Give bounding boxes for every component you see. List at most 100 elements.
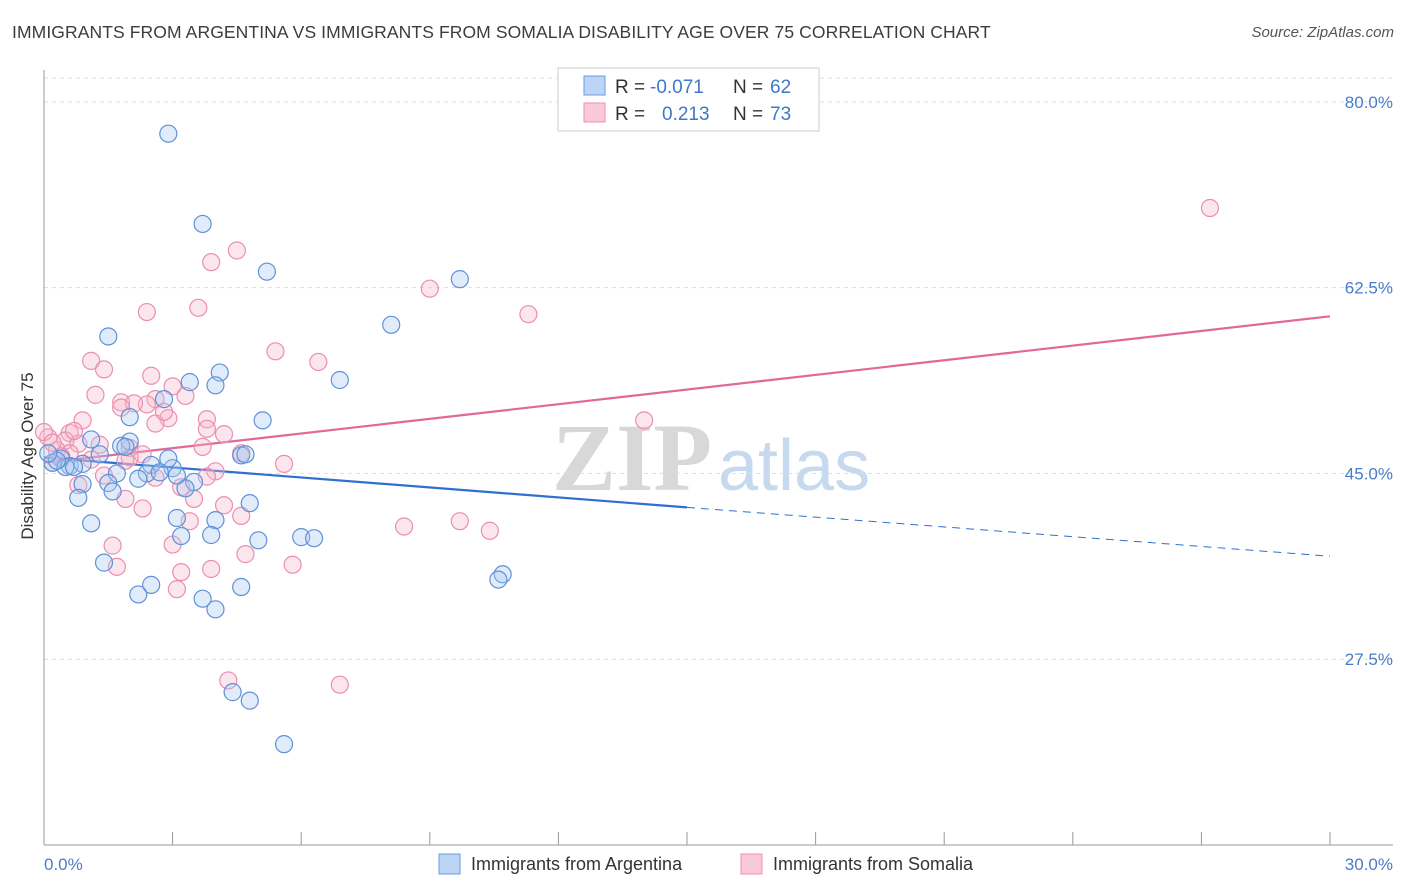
somalia-point bbox=[197, 410, 216, 429]
trend-line-argentina-extension bbox=[686, 506, 1331, 557]
somalia-point bbox=[330, 675, 349, 694]
argentina-point bbox=[90, 445, 109, 464]
argentina-point bbox=[129, 585, 148, 604]
legend-n-label-argentina: N = bbox=[733, 77, 763, 98]
argentina-point bbox=[223, 683, 242, 702]
series-somalia-points bbox=[34, 198, 1220, 694]
trend-line-somalia bbox=[43, 315, 1331, 464]
somalia-point bbox=[450, 512, 469, 531]
argentina-point bbox=[240, 691, 259, 710]
bottom-legend-label-somalia: Immigrants from Somalia bbox=[773, 854, 974, 874]
somalia-point bbox=[172, 563, 191, 582]
argentina-point bbox=[253, 411, 272, 430]
argentina-point bbox=[249, 531, 268, 550]
argentina-point bbox=[450, 270, 469, 289]
argentina-point bbox=[193, 589, 212, 608]
legend-swatch-somalia bbox=[583, 102, 606, 123]
argentina-point bbox=[304, 529, 324, 548]
watermark-zip: ZIP bbox=[552, 404, 712, 511]
argentina-point bbox=[103, 482, 122, 501]
argentina-point bbox=[180, 373, 199, 392]
somalia-point bbox=[163, 377, 182, 396]
argentina-point bbox=[257, 262, 277, 281]
somalia-point bbox=[137, 302, 156, 322]
somalia-point bbox=[167, 580, 186, 599]
argentina-point bbox=[99, 327, 118, 346]
series-argentina-points bbox=[39, 124, 512, 754]
argentina-point bbox=[82, 430, 101, 449]
argentina-point bbox=[206, 600, 225, 619]
argentina-point bbox=[116, 437, 135, 456]
argentina-point bbox=[167, 508, 186, 528]
somalia-point bbox=[274, 454, 294, 473]
argentina-point bbox=[69, 488, 88, 507]
argentina-point bbox=[330, 370, 349, 390]
somalia-point bbox=[112, 393, 131, 412]
y-tick-label: 45.0% bbox=[1345, 464, 1393, 483]
somalia-point bbox=[189, 298, 208, 317]
somalia-point bbox=[227, 241, 246, 260]
somalia-point bbox=[635, 411, 654, 430]
somalia-point bbox=[236, 545, 255, 564]
y-tick-label: 27.5% bbox=[1345, 650, 1393, 669]
argentina-point bbox=[274, 735, 294, 754]
argentina-point bbox=[120, 408, 139, 427]
argentina-point bbox=[150, 463, 169, 482]
x-tick-label-max: 30.0% bbox=[1345, 855, 1393, 874]
y-axis-title: Disability Age Over 75 bbox=[18, 372, 37, 539]
argentina-point bbox=[73, 474, 92, 494]
somalia-point bbox=[283, 555, 302, 574]
somalia-point bbox=[219, 671, 238, 690]
y-tick-label: 80.0% bbox=[1345, 93, 1393, 112]
source-credit: Source: ZipAtlas.com bbox=[1251, 24, 1394, 41]
argentina-point bbox=[292, 528, 311, 547]
legend-r-value-somalia: 0.213 bbox=[662, 104, 710, 125]
somalia-point bbox=[202, 559, 221, 579]
somalia-point bbox=[43, 433, 62, 452]
somalia-point bbox=[90, 435, 109, 454]
x-tick-label-min: 0.0% bbox=[44, 855, 83, 874]
argentina-point bbox=[142, 575, 161, 594]
argentina-point bbox=[137, 464, 156, 483]
argentina-point bbox=[39, 444, 58, 463]
chart-title: IMMIGRANTS FROM ARGENTINA VS IMMIGRANTS … bbox=[12, 22, 991, 42]
argentina-point bbox=[202, 525, 221, 545]
somalia-point bbox=[133, 499, 152, 518]
somalia-point bbox=[94, 360, 114, 379]
argentina-point bbox=[159, 449, 178, 468]
somalia-point bbox=[309, 352, 328, 372]
argentina-point bbox=[236, 445, 255, 464]
somalia-point bbox=[86, 385, 105, 404]
argentina-point bbox=[64, 457, 84, 477]
somalia-point bbox=[82, 351, 101, 370]
somalia-point bbox=[266, 342, 285, 361]
argentina-point bbox=[129, 469, 148, 488]
argentina-point bbox=[176, 479, 195, 498]
argentina-point bbox=[206, 376, 225, 395]
argentina-point bbox=[193, 214, 212, 234]
legend-n-value-somalia: 73 bbox=[770, 104, 791, 125]
legend-swatch-argentina bbox=[583, 75, 606, 96]
legend-n-label-somalia: N = bbox=[733, 104, 763, 125]
series-legend: Immigrants from Argentina Immigrants fro… bbox=[438, 853, 974, 875]
somalia-point bbox=[64, 421, 84, 441]
legend-r-label-argentina: R = bbox=[615, 77, 645, 98]
somalia-point bbox=[214, 496, 234, 515]
argentina-point bbox=[99, 473, 118, 493]
somalia-point bbox=[137, 395, 156, 414]
somalia-point bbox=[202, 253, 221, 272]
somalia-point bbox=[206, 462, 225, 481]
gridlines bbox=[44, 77, 1393, 660]
somalia-point bbox=[82, 450, 101, 469]
somalia-point bbox=[103, 536, 122, 555]
watermark-atlas: atlas bbox=[718, 426, 870, 506]
somalia-point bbox=[420, 279, 439, 298]
somalia-point bbox=[142, 366, 161, 385]
argentina-point bbox=[232, 577, 251, 597]
argentina-point bbox=[240, 494, 259, 513]
argentina-point bbox=[159, 124, 178, 143]
y-tick-labels: 80.0% 62.5% 45.0% 27.5% bbox=[1345, 93, 1393, 669]
legend-r-value-argentina: -0.071 bbox=[650, 77, 704, 98]
argentina-point bbox=[489, 570, 508, 589]
